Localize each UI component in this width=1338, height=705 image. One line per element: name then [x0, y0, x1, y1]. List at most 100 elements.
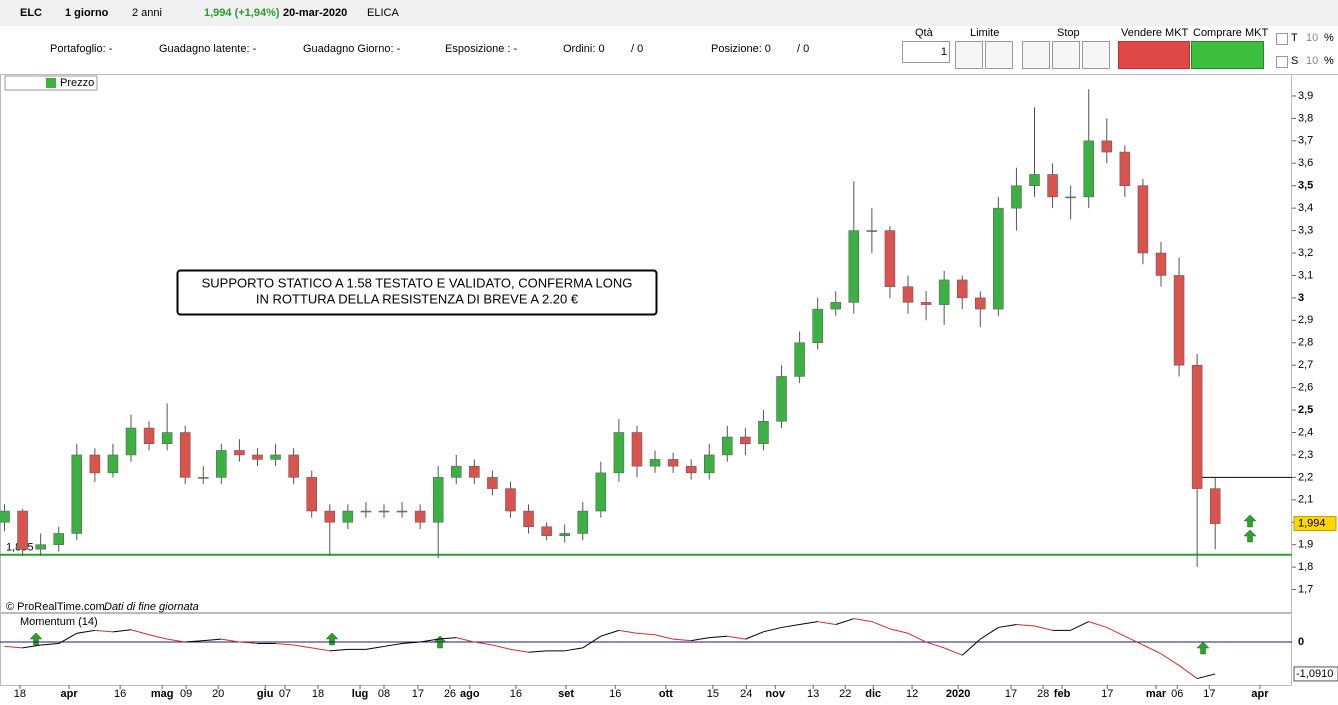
- candle-body: [938, 279, 950, 305]
- stop-3[interactable]: [1082, 41, 1110, 69]
- candle-body: [234, 450, 245, 456]
- price-panel: [0, 74, 1292, 613]
- momentum-segment: [943, 647, 963, 656]
- y-tick-label: 3: [1298, 292, 1304, 304]
- momentum-segment: [438, 637, 457, 640]
- change: 1,994 (+1,94%): [204, 7, 280, 19]
- x-tick-label: 06: [1171, 688, 1183, 700]
- momentum-segment: [239, 641, 258, 645]
- x-tick-label: 18: [14, 688, 26, 700]
- legend-swatch: [46, 78, 56, 88]
- momentum-segment: [383, 643, 403, 647]
- candle-body: [559, 533, 570, 536]
- limit-buy[interactable]: [985, 41, 1013, 69]
- candle-body: [487, 477, 498, 489]
- candle-body: [89, 454, 101, 474]
- period[interactable]: 1 giorno: [65, 7, 109, 19]
- candle-body: [17, 510, 28, 550]
- momentum-segment: [618, 629, 638, 634]
- momentum-segment: [636, 632, 656, 636]
- candle-body: [432, 477, 444, 523]
- x-tick-label: 13: [807, 688, 819, 700]
- candle-body: [125, 427, 137, 456]
- momentum-segment: [456, 637, 475, 643]
- symbol[interactable]: ELC: [20, 7, 42, 19]
- candle-body: [1209, 488, 1221, 524]
- buy-button[interactable]: [1191, 41, 1264, 69]
- momentum-segment: [329, 648, 348, 652]
- momentum-segment: [293, 644, 312, 649]
- y-tick-label: 3,3: [1298, 224, 1313, 236]
- momentum-segment: [1178, 665, 1198, 679]
- candle-body: [378, 510, 390, 513]
- momentum-panel: [0, 613, 1292, 686]
- x-tick-label: 07: [279, 688, 291, 700]
- momentum-segment: [1106, 626, 1126, 637]
- t-check[interactable]: [1276, 33, 1288, 45]
- candle-body: [71, 454, 83, 534]
- momentum-segment: [112, 629, 132, 633]
- x-tick-label: 24: [740, 688, 752, 700]
- t-value[interactable]: 10: [1306, 32, 1319, 44]
- qty-input[interactable]: 1: [902, 41, 950, 63]
- buy-label: Comprare MKT: [1193, 27, 1269, 39]
- toolbar: ELC 1 giorno 2 anni 1,994 (+1,94%) 20-ma…: [0, 0, 1338, 27]
- candle-body: [884, 230, 896, 287]
- y-tick-label: 3,6: [1298, 157, 1313, 169]
- range[interactable]: 2 anni: [132, 7, 162, 19]
- momentum-segment: [835, 618, 854, 625]
- candle-body: [830, 302, 841, 310]
- candle-body: [812, 308, 823, 344]
- s-label: S: [1291, 55, 1299, 67]
- y-tick-label: 3,9: [1298, 90, 1313, 102]
- x-tick-label: lug: [352, 688, 369, 700]
- candle-body: [216, 450, 227, 478]
- limit-sell[interactable]: [955, 41, 983, 69]
- qty-label: Qtà: [915, 27, 933, 39]
- candle-body: [920, 302, 932, 305]
- momentum-segment: [889, 628, 909, 634]
- s-check[interactable]: [1276, 56, 1288, 68]
- candle-body: [360, 510, 372, 513]
- y-tick-label: 2,3: [1298, 449, 1313, 461]
- x-tick-label: 18: [312, 688, 324, 700]
- candle-body: [613, 432, 625, 474]
- momentum-segment: [745, 631, 764, 640]
- momentum-segment: [76, 629, 95, 634]
- momentum-segment: [492, 644, 511, 650]
- momentum-segment: [727, 635, 746, 640]
- x-tick-label: 28: [1037, 688, 1049, 700]
- sell-button[interactable]: [1118, 41, 1190, 69]
- momentum-segment: [673, 638, 692, 642]
- candle-body: [324, 510, 336, 523]
- y-tick-label: 1,7: [1298, 583, 1313, 595]
- momentum-last-label: -1,0910: [1296, 668, 1333, 680]
- chart: Prezzo SUPPORTO STATICO A 1.58 TESTATO E…: [0, 74, 1338, 700]
- y-tick-label: 2,2: [1298, 471, 1313, 483]
- stop-1[interactable]: [1022, 41, 1050, 69]
- stop-2[interactable]: [1052, 41, 1080, 69]
- credit: © ProRealTime.com: [6, 601, 105, 613]
- candle-body: [776, 376, 787, 422]
- s-value[interactable]: 10: [1306, 55, 1319, 67]
- x-tick-label: 16: [114, 688, 126, 700]
- x-tick-label: 26: [444, 688, 456, 700]
- arrow-icon: [1196, 641, 1210, 655]
- candle-body: [1137, 185, 1149, 254]
- candle-body: [1065, 196, 1076, 199]
- momentum-segment: [799, 621, 818, 626]
- candle-body: [1029, 174, 1040, 186]
- candle-body: [469, 465, 480, 478]
- orders: Ordini: 0: [563, 43, 605, 55]
- x-tick-label: mar: [1146, 688, 1167, 700]
- y-tick-label: 2,4: [1298, 426, 1313, 438]
- x-tick-label: 22: [839, 688, 851, 700]
- momentum-segment: [167, 638, 186, 643]
- candle-body: [396, 510, 408, 513]
- candle-body: [902, 286, 914, 303]
- candle-body: [53, 533, 64, 545]
- y-tick-label: 2,9: [1298, 314, 1313, 326]
- candle-body: [342, 510, 354, 523]
- y-tick-label: 3,1: [1298, 269, 1313, 281]
